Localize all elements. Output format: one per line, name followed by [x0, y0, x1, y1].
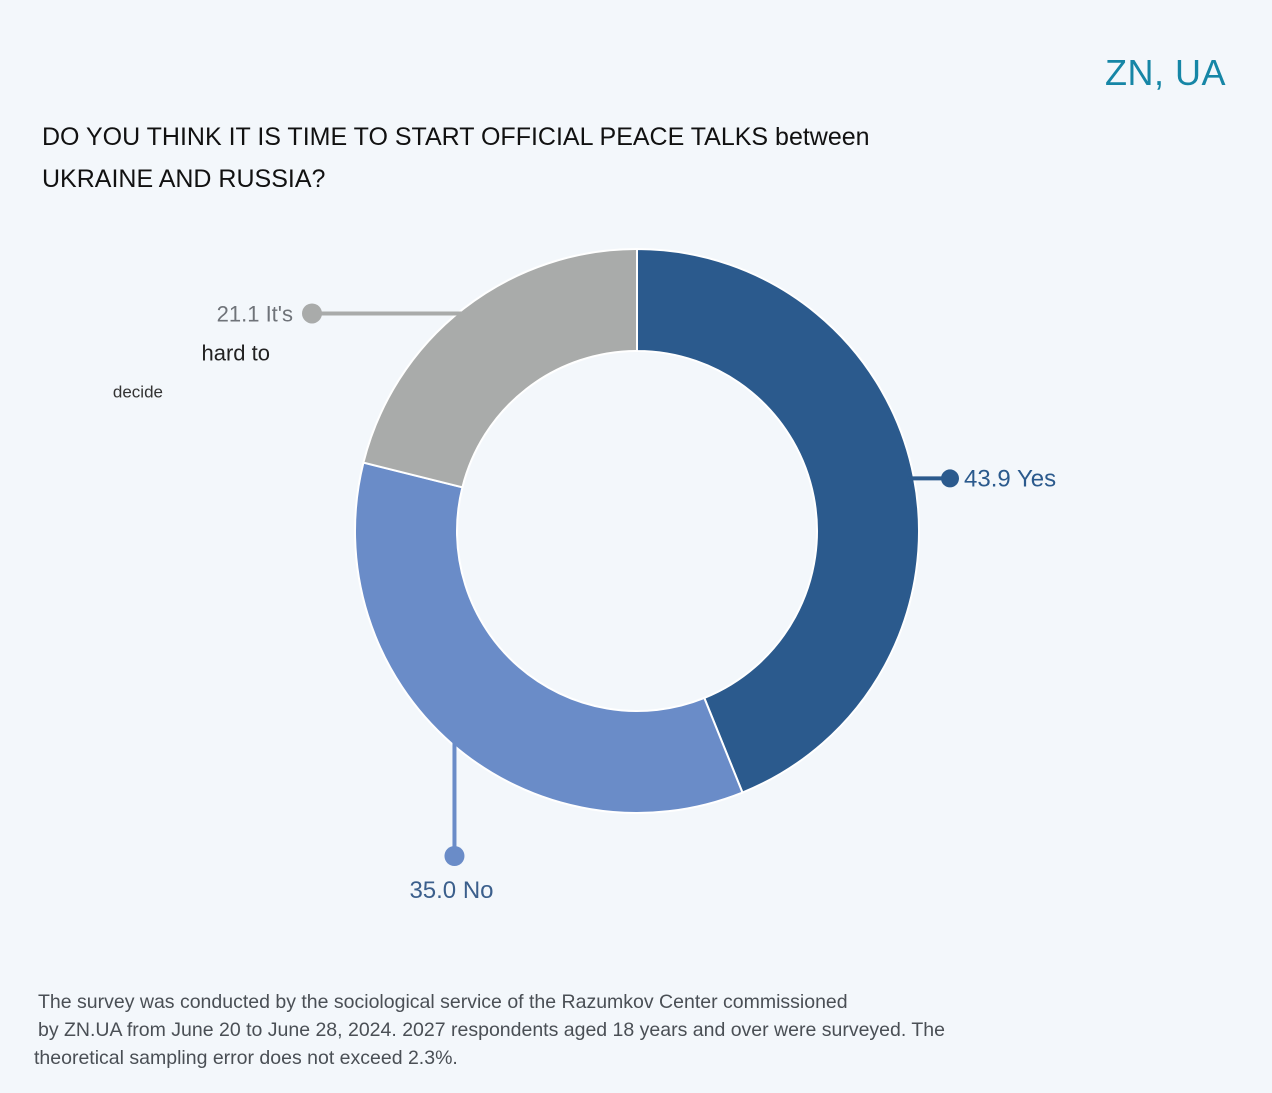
- leader-dot-no: [444, 846, 465, 866]
- leader-dot-hard-to-decide: [302, 303, 322, 324]
- brand-logo-text: ZN, UA: [1104, 52, 1226, 93]
- chart-title-line-2: UKRAINE AND RUSSIA?: [42, 165, 326, 193]
- donut-slice-1: [636, 247, 920, 794]
- slice-label-no: 35.0 No: [409, 877, 493, 904]
- footnote-line-1: The survey was conducted by the sociolog…: [38, 991, 848, 1013]
- footnote-line-3: theoretical sampling error does not exce…: [34, 1047, 458, 1069]
- slice-label-hard-to-decide-line-3: decide: [113, 382, 163, 401]
- donut-slice-2: [353, 461, 744, 814]
- chart-title-line-1: DO YOU THINK IT IS TIME TO START OFFICIA…: [42, 123, 870, 151]
- slice-label-hard-to-decide-line-1: 21.1 It's: [217, 301, 293, 326]
- slice-label-yes: 43.9 Yes: [964, 465, 1056, 492]
- slice-label-hard-to-decide-line-2: hard to: [202, 340, 271, 365]
- survey-footnote: The survey was conducted by the sociolog…: [34, 988, 1034, 1072]
- donut-slice-3: [362, 247, 638, 489]
- chart-title: DO YOU THINK IT IS TIME TO START OFFICIA…: [42, 116, 1002, 200]
- footnote-line-2: by ZN.UA from June 20 to June 28, 2024. …: [38, 1019, 945, 1041]
- leader-dot-yes: [941, 469, 959, 488]
